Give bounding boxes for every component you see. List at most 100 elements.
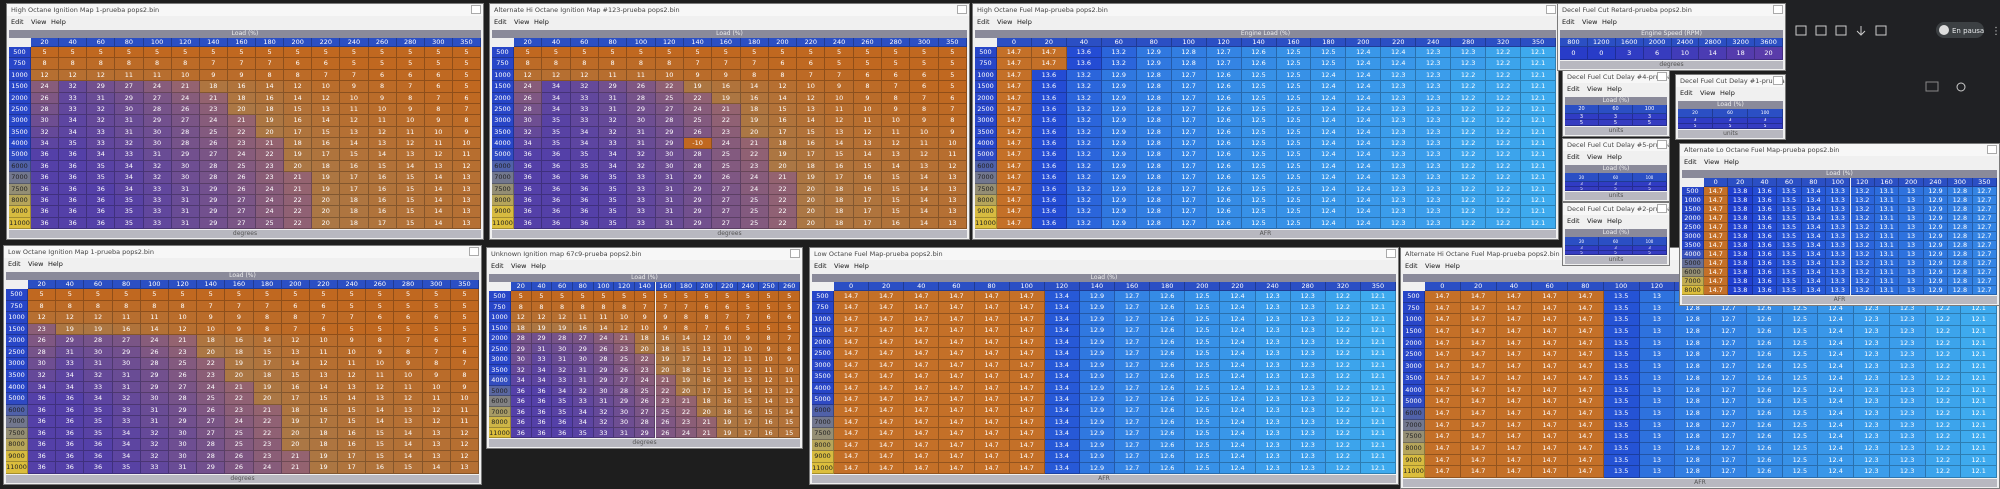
close-button[interactable] [1546,5,1556,14]
table-cell[interactable]: 14.7 [1460,326,1497,338]
table-cell[interactable]: 22 [284,217,313,229]
table-cell[interactable]: 14.7 [1532,407,1568,420]
table-cell[interactable]: 5 [910,58,939,70]
table-cell[interactable]: 25 [199,126,228,138]
table-cell[interactable]: 5 [514,47,543,59]
table-cell[interactable]: 32 [87,103,116,116]
table-cell[interactable]: 12.7 [1711,384,1747,397]
table-cell[interactable]: 25 [168,358,198,370]
table-cell[interactable]: 13.2 [1101,47,1137,59]
table-cell[interactable]: 13.5 [1603,396,1640,408]
table-cell[interactable]: 13 [452,183,481,195]
table-cell[interactable]: 12.7 [1711,419,1747,432]
table-cell[interactable]: 12.4 [1818,302,1854,315]
table-cell[interactable]: 13.1 [1874,205,1900,214]
table-cell[interactable]: 12.3 [1255,439,1291,452]
table-cell[interactable]: 34 [552,385,573,396]
table-cell[interactable]: 29 [598,81,628,93]
table-cell[interactable]: 27 [572,333,594,344]
table-cell[interactable]: 12.2 [1451,206,1487,218]
menu-item[interactable]: View [1587,217,1603,225]
table-cell[interactable]: 13.3 [1826,250,1851,259]
table-cell[interactable]: 12.3 [1381,115,1417,127]
table-cell[interactable]: 13.1 [1874,286,1900,295]
table-cell[interactable]: 12.3 [1290,416,1326,429]
table-cell[interactable]: 16 [853,172,883,184]
table-cell[interactable]: 14.7 [1704,268,1729,277]
table-cell[interactable]: 12.1 [1521,149,1556,161]
table-cell[interactable]: 12.1 [1521,138,1556,150]
table-cell[interactable]: 36 [542,172,571,184]
menu-item[interactable]: Edit [1567,217,1580,225]
table-cell[interactable]: 12.4 [1818,419,1854,432]
table-cell[interactable]: 36 [31,149,60,161]
table-cell[interactable]: 13.2 [1850,187,1875,196]
table-cell[interactable]: 13.5 [1777,241,1802,250]
table-cell[interactable]: 14 [281,358,310,370]
table-cell[interactable]: 34 [511,375,532,386]
table-cell[interactable]: 14.7 [1425,349,1461,362]
table-cell[interactable]: 14.7 [939,359,975,372]
table-cell[interactable]: 5 [422,300,451,313]
table-cell[interactable]: 12.4 [1311,194,1347,207]
table-cell[interactable]: 13.6 [1031,69,1067,82]
table-cell[interactable]: 10 [1671,47,1700,60]
table-cell[interactable]: 13.3 [1826,268,1851,277]
table-cell[interactable]: 12.2 [1451,103,1487,116]
table-cell[interactable]: 14 [593,322,615,333]
table-cell[interactable]: 12.4 [1818,337,1854,350]
table-cell[interactable]: 30 [168,427,198,440]
table-cell[interactable]: 14.7 [1460,372,1497,385]
table-cell[interactable]: 12.2 [1451,126,1487,138]
table-cell[interactable]: 12.5 [1185,416,1221,429]
table-cell[interactable]: 13 [394,404,423,417]
table-cell[interactable]: 12.2 [1925,407,1962,420]
table-cell[interactable]: 12.3 [1889,302,1926,315]
table-cell[interactable]: 13.2 [1066,172,1102,184]
table-cell[interactable]: 14.7 [1568,454,1604,467]
table-cell[interactable]: 13.4 [1801,223,1827,232]
table-cell[interactable]: 33 [627,217,656,229]
table-cell[interactable]: 12.7 [1115,313,1151,326]
table-cell[interactable]: 12.2 [1486,160,1522,173]
table-cell[interactable]: 12.6 [1746,337,1783,350]
table-cell[interactable]: 9 [853,92,883,104]
table-cell[interactable]: 12.6 [1150,371,1186,383]
table-cell[interactable]: 12.8 [1675,337,1711,350]
table-cell[interactable]: 6 [779,312,800,323]
table-cell[interactable]: 36 [511,396,532,407]
menu-item[interactable]: View [1700,89,1716,97]
table-cell[interactable]: 11 [368,115,397,127]
table-cell[interactable]: 8 [572,301,594,312]
table-cell[interactable]: 12.4 [1311,217,1347,229]
table-cell[interactable]: 14 [368,149,397,161]
table-cell[interactable]: 6 [696,301,718,312]
table-cell[interactable]: 12.5 [1241,92,1277,104]
table-cell[interactable]: 24 [31,81,60,93]
table-cell[interactable]: 35 [115,194,144,207]
table-cell[interactable]: 34 [514,138,543,150]
table-cell[interactable]: 12.3 [1381,69,1417,82]
table-cell[interactable]: 5 [225,289,254,301]
table-cell[interactable]: 0 [1587,47,1616,60]
table-cell[interactable]: 12 [452,160,481,173]
table-cell[interactable]: 13.5 [1603,326,1640,338]
table-cell[interactable]: 28 [199,172,228,184]
table-cell[interactable]: 13.4 [1801,277,1827,286]
table-cell[interactable]: 12.4 [1818,372,1854,385]
menu-item[interactable]: Edit [11,18,24,26]
table-cell[interactable]: 12.3 [1255,371,1291,383]
table-cell[interactable]: 13.2 [1066,138,1102,150]
table-cell[interactable]: 12 [882,138,911,150]
table-cell[interactable]: 12.3 [1381,126,1417,138]
table-cell[interactable]: 12.1 [1360,291,1396,303]
table-cell[interactable]: 13 [396,149,425,161]
table-cell[interactable]: 14.7 [1425,419,1461,432]
menu-dots[interactable]: ⋮ [1991,26,2000,37]
table-cell[interactable]: 33 [56,358,85,370]
table-cell[interactable]: 30 [168,450,198,463]
table-cell[interactable]: 5 [910,47,939,59]
table-cell[interactable]: 12 [422,416,451,428]
table-cell[interactable]: 36 [87,206,116,218]
table-cell[interactable]: 12.2 [1925,442,1962,455]
